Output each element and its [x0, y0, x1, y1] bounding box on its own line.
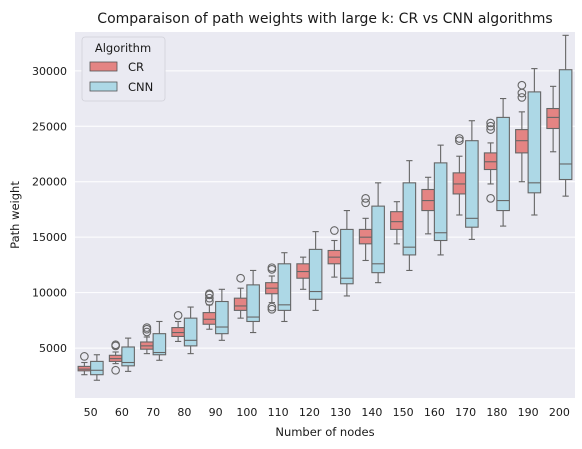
- outlier-cr: [236, 273, 245, 283]
- outlier-cr: [205, 289, 214, 299]
- outlier-cr: [486, 121, 495, 131]
- x-tick-label: 90: [209, 406, 223, 419]
- outlier-cr: [267, 302, 277, 312]
- y-tick-label: 15000: [32, 231, 67, 244]
- outlier-cr: [455, 136, 464, 146]
- outlier-cr: [205, 293, 214, 303]
- box-cnn: [246, 284, 260, 323]
- outlier-cr: [111, 340, 120, 350]
- y-axis-label: Path weight: [8, 181, 22, 249]
- outlier-cr: [142, 323, 152, 332]
- outlier-cr: [142, 327, 152, 337]
- box-cr: [452, 172, 467, 195]
- y-tick-label: 10000: [32, 287, 67, 300]
- box-cr: [390, 211, 404, 230]
- outlier-cr: [517, 80, 527, 90]
- box-cr: [171, 327, 185, 337]
- x-tick-label: 170: [455, 406, 476, 419]
- outlier-cr: [361, 198, 370, 208]
- box-cnn: [121, 346, 135, 367]
- outlier-cr: [486, 118, 495, 128]
- x-tick-label: 130: [330, 406, 351, 419]
- outlier-cr: [486, 125, 495, 134]
- outlier-cr: [80, 352, 89, 361]
- box-cnn: [496, 116, 510, 212]
- x-tick-label: 110: [268, 406, 289, 419]
- y-axis-ticks: 5000 10000 15000 20000 25000 30000: [32, 65, 67, 355]
- box-cnn: [152, 333, 167, 356]
- outlier-cr: [267, 304, 277, 314]
- legend-swatch-cnn: [89, 81, 118, 92]
- box-cnn: [465, 140, 479, 228]
- box-cnn: [277, 263, 292, 311]
- outlier-cr: [267, 263, 277, 273]
- y-tick-label: 30000: [32, 65, 67, 78]
- y-tick-label: 20000: [32, 176, 67, 189]
- box-cnn: [527, 91, 542, 194]
- x-tick-label: 200: [549, 406, 570, 419]
- y-tick-label: 5000: [39, 342, 67, 355]
- box-cr: [358, 228, 373, 245]
- box-cnn: [183, 317, 198, 347]
- x-tick-label: 70: [146, 406, 160, 419]
- box-cr: [483, 152, 498, 171]
- box-cr: [515, 129, 529, 154]
- x-tick-label: 120: [299, 406, 320, 419]
- x-axis-label: Number of nodes: [275, 425, 374, 439]
- outlier-cr: [486, 194, 495, 203]
- x-tick-label: 180: [486, 406, 507, 419]
- x-tick-label: 140: [361, 406, 382, 419]
- outlier-cr: [330, 226, 339, 235]
- box-cnn: [340, 228, 354, 285]
- x-tick-label: 100: [236, 406, 257, 419]
- legend-label-cnn: CNN: [128, 80, 153, 94]
- y-tick-label: 25000: [32, 120, 67, 133]
- outlier-cr: [361, 194, 370, 203]
- box-cr: [421, 188, 435, 212]
- box-cr: [202, 312, 217, 325]
- outlier-cr: [173, 311, 183, 320]
- legend-label-cr: CR: [128, 60, 144, 74]
- box-cnn: [402, 182, 417, 256]
- x-axis-ticks: 50 60 70 80 90 100 110 120 130 140 150 160 170 180 190…: [84, 406, 570, 419]
- x-tick-label: 60: [115, 406, 129, 419]
- outlier-cr: [455, 134, 464, 143]
- box-cr: [77, 365, 92, 372]
- chart-title: Comparaison of path weights with large k…: [97, 11, 552, 27]
- x-tick-label: 150: [393, 406, 414, 419]
- legend-swatch-cr: [89, 61, 118, 72]
- box-cnn: [558, 69, 573, 181]
- x-tick-label: 190: [518, 406, 539, 419]
- x-tick-label: 80: [177, 406, 191, 419]
- box-cr: [546, 107, 560, 130]
- boxes-layer: [77, 34, 573, 381]
- x-tick-label: 160: [424, 406, 445, 419]
- legend: Algorithm CR CNN: [81, 36, 166, 102]
- outlier-cr: [111, 365, 120, 375]
- legend-title: Algorithm: [95, 41, 151, 55]
- box-cnn: [215, 300, 229, 335]
- box-cnn: [371, 205, 385, 274]
- box-cr: [296, 263, 310, 279]
- box-cnn: [90, 360, 104, 376]
- x-tick-label: 50: [84, 406, 98, 419]
- box-cnn: [308, 248, 323, 300]
- box-cr: [233, 297, 248, 311]
- outlier-cr: [517, 93, 527, 102]
- box-cnn: [433, 162, 448, 242]
